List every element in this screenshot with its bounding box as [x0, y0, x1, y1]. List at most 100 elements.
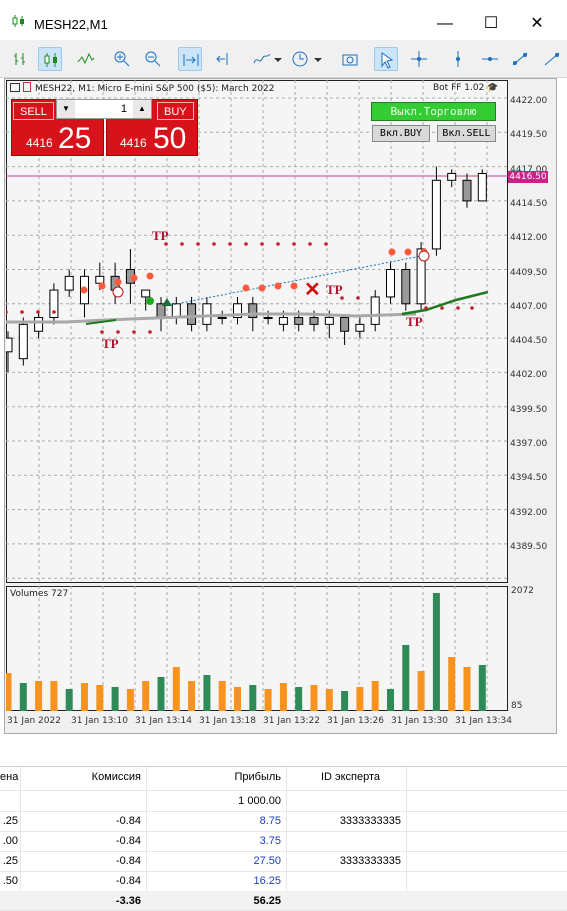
volume-bar	[65, 689, 73, 711]
maximize-button[interactable]: ☐	[483, 15, 499, 32]
price-tick: 4417.00	[510, 164, 548, 175]
volume-bar	[295, 687, 303, 711]
cell-c1: -0.84	[115, 815, 141, 827]
time-tick: 31 Jan 13:26	[327, 716, 384, 726]
tp-dot	[340, 296, 344, 300]
lot-increment-icon[interactable]: ▲	[133, 100, 151, 118]
close-button[interactable]: ✕	[530, 15, 544, 32]
periods-dropdown-icon[interactable]	[310, 47, 322, 71]
candle-body	[34, 317, 44, 332]
price-tick: 4422.00	[510, 96, 548, 106]
tp-dot	[148, 330, 152, 334]
volumes-chart-canvas	[6, 586, 488, 711]
table-row[interactable]: .25 -0.84 27.50 3333333335	[0, 851, 567, 872]
total-commission: -3.36	[115, 895, 141, 907]
candle-body	[462, 179, 472, 202]
price-chart[interactable]	[6, 80, 508, 583]
price-tick: 4389.50	[510, 541, 548, 552]
time-tick: 31 Jan 13:18	[199, 716, 256, 726]
volume-bar	[341, 691, 349, 711]
exit-dot	[146, 297, 154, 305]
tp-label: TP	[152, 228, 169, 243]
tp-label: TP	[326, 282, 343, 297]
volumes-label: Volumes 727	[10, 589, 69, 599]
chart-shift-icon[interactable]	[212, 47, 236, 71]
candle-body	[202, 303, 212, 325]
entry-dot	[242, 284, 250, 292]
price-tick: 4404.50	[510, 336, 548, 347]
candle-body	[278, 317, 288, 325]
minimize-button[interactable]: —	[437, 15, 453, 32]
tp-dot	[36, 310, 40, 314]
chart-toolbar	[0, 40, 567, 78]
bar-chart-icon[interactable]	[8, 47, 32, 71]
candle-body	[340, 317, 350, 332]
enable-sell-button[interactable]: Вкл.SELL	[437, 125, 496, 142]
indicators-icon[interactable]	[250, 47, 274, 71]
candle-body	[233, 303, 242, 319]
table-row[interactable]: .25 -0.84 8.75 3333333335	[0, 811, 567, 832]
horizontal-line-icon[interactable]	[478, 47, 502, 71]
table-row[interactable]: .00 -0.84 3.75	[0, 831, 567, 852]
volume-bar	[6, 673, 12, 711]
volume-bar	[218, 681, 226, 711]
trend-segment	[401, 290, 489, 316]
candle-body	[6, 337, 13, 353]
screenshot-icon[interactable]	[338, 47, 362, 71]
table-row[interactable]: 1 000.00	[0, 791, 567, 812]
enable-buy-button[interactable]: Вкл.BUY	[372, 125, 430, 142]
crosshair-icon[interactable]	[407, 47, 431, 71]
entry-dot	[388, 248, 396, 256]
periods-icon[interactable]	[288, 47, 312, 71]
time-tick: 31 Jan 13:34	[455, 716, 512, 726]
indicators-dropdown-icon[interactable]	[270, 47, 282, 71]
autoscroll-icon[interactable]	[178, 47, 202, 71]
price-tick: 4407.00	[510, 301, 548, 312]
vertical-line-icon[interactable]	[446, 47, 470, 71]
buy-button[interactable]: BUY	[157, 102, 194, 120]
candle-body	[294, 317, 304, 325]
volume-axis-min: 85	[511, 701, 523, 711]
col-price[interactable]: ена	[0, 771, 19, 783]
line-chart-icon[interactable]	[74, 47, 98, 71]
bot-name: Bot FF 1.02 🎓	[433, 83, 498, 93]
cell-c2: 16.25	[253, 875, 281, 887]
symbol-info: MESH22, M1: Micro E-mini S&P 500 ($5): M…	[10, 82, 274, 96]
lot-value[interactable]: 1	[120, 103, 127, 115]
candle-body	[187, 303, 197, 325]
zoom-in-icon[interactable]	[110, 47, 134, 71]
candle-body	[431, 179, 441, 250]
tp-label: TP	[406, 314, 423, 329]
tp-dot	[196, 242, 200, 246]
cursor-icon[interactable]	[374, 47, 398, 71]
price-tick: 4412.00	[510, 233, 548, 244]
col-commission[interactable]: Комиссия	[91, 771, 141, 783]
lot-stepper[interactable]: ▼ 1 ▲	[56, 99, 152, 119]
more-icon[interactable]	[540, 47, 564, 71]
buy-panel[interactable]: BUY 4416 50	[106, 99, 198, 156]
cell-c3: 3333333335	[339, 855, 401, 867]
tp-dot	[228, 242, 232, 246]
disable-trading-button[interactable]: Выкл.Торговлю	[371, 102, 496, 121]
price-tick: 4399.50	[510, 404, 548, 415]
volume-bar	[19, 683, 27, 711]
trendline-icon[interactable]	[508, 47, 532, 71]
tp-dot	[100, 330, 104, 334]
volume-bar	[478, 665, 486, 711]
candle-body	[370, 296, 380, 325]
volume-bar	[111, 687, 119, 711]
col-expert-id[interactable]: ID эксперта	[320, 771, 381, 783]
zoom-out-icon[interactable]	[141, 47, 165, 71]
cell-c1: -0.84	[115, 855, 141, 867]
volume-bar	[432, 593, 440, 711]
col-profit[interactable]: Прибыль	[234, 771, 281, 783]
graduation-cap-icon: 🎓	[487, 83, 499, 93]
sell-button[interactable]: SELL	[13, 102, 54, 120]
candle-body	[171, 303, 181, 319]
lot-dropdown-icon[interactable]: ▼	[57, 100, 75, 118]
candlestick-icon[interactable]	[38, 47, 62, 71]
table-row[interactable]: .50 -0.84 16.25	[0, 871, 567, 892]
candle-body	[401, 269, 411, 305]
tp-dot	[116, 330, 120, 334]
candle-body	[355, 323, 365, 332]
